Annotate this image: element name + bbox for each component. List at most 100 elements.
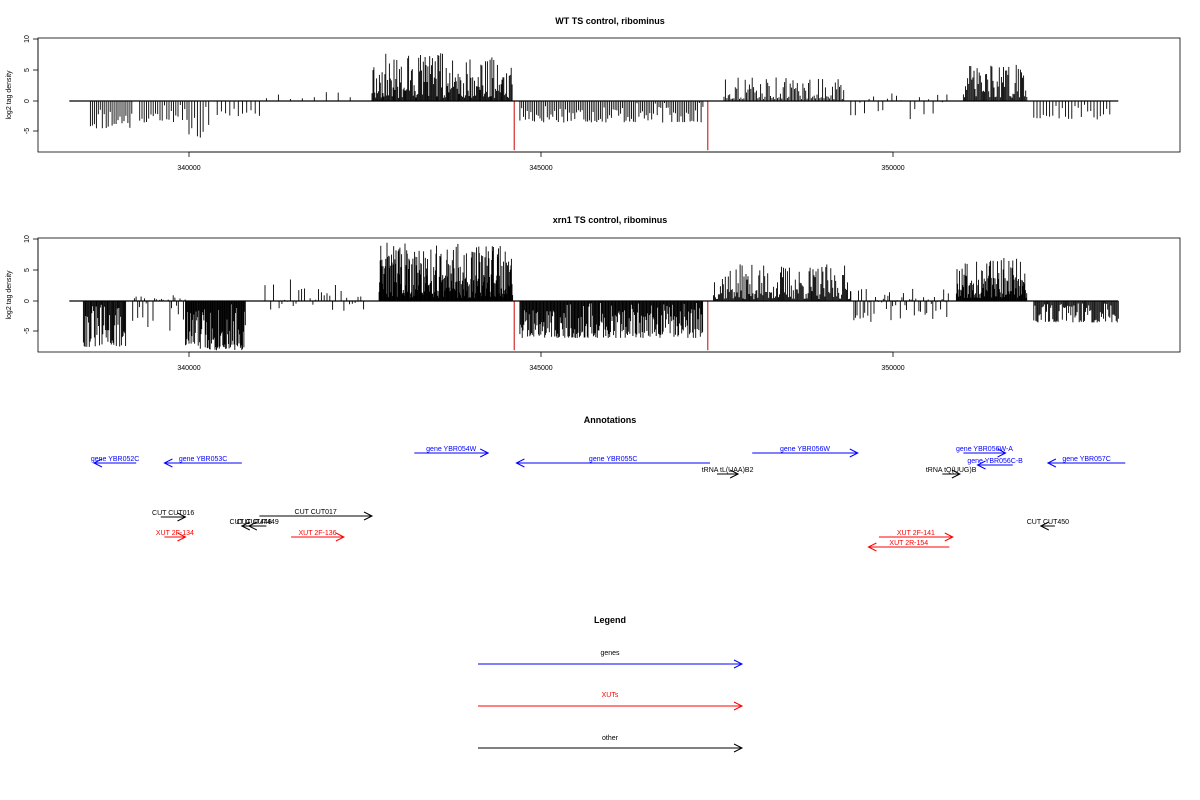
legend-arrowhead-genes (733, 659, 744, 669)
feature-label: gene YBR053C (179, 456, 228, 463)
wt-y-axis-label: log2 tag density (6, 70, 13, 120)
feature-label: tRNA tQ(UUG)B (926, 467, 977, 474)
feature-label: gene YBR056W (780, 446, 830, 453)
xrn1-panel-title: xrn1 TS control, ribominus (553, 215, 668, 225)
annotations-panel: Annotations gene YBR052C gene YBR053Cgene… (91, 415, 1126, 552)
feature-arrowhead (363, 511, 374, 521)
wt-y-tick-5: 5 (24, 68, 38, 72)
feature-label: XUT 2F-141 (897, 530, 935, 537)
wt-x-tick-label-340000: 340000 (177, 165, 200, 172)
feature-arrowhead (479, 448, 490, 458)
xrn1-y-tick-label-minus5: -5 (24, 328, 31, 334)
feature-label: XUT 2F-134 (156, 530, 194, 537)
feature-arrowhead (177, 532, 187, 542)
feature-arrowhead (1046, 458, 1057, 468)
wt-y-tick-10: 10 (24, 35, 38, 43)
annotations-title: Annotations (584, 415, 637, 425)
wt-x-axis: 340000 345000 350000 (177, 151, 905, 172)
feature-cut-cut450: CUT CUT450 (1027, 519, 1069, 531)
feature-cut-cut017: CUT CUT017 (259, 509, 374, 521)
legend: Legend genes XUTs other (478, 615, 744, 753)
xrn1-x-tick-label-350000: 350000 (881, 365, 904, 372)
wt-density-bars (69, 53, 1119, 151)
xrn1-y-tick-label-0: 0 (24, 299, 31, 303)
wt-panel: WT TS control, ribominus log2 tag densit… (6, 16, 1181, 172)
feature-arrowhead (247, 521, 258, 531)
feature-label: gene YBR057C (1062, 456, 1111, 463)
legend-item-genes: genes (478, 650, 744, 669)
xrn1-density-bars (69, 242, 1119, 351)
legend-label-other: other (602, 735, 619, 742)
xrn1-x-tick-345000: 345000 (529, 352, 553, 372)
wt-x-tick-label-345000: 345000 (529, 165, 552, 172)
wt-y-tick-label-minus5: -5 (24, 128, 31, 134)
feature-xut-2r-154: XUT 2R-154 (867, 540, 950, 552)
legend-title: Legend (594, 615, 626, 625)
feature-label: CUT CUT016 (152, 510, 194, 517)
legend-item-xuts: XUTs (478, 692, 744, 711)
feature-cut-cut449: CUT CUT449 (236, 519, 279, 531)
feature-arrowhead (976, 460, 986, 470)
feature-label: gene YBR054W (426, 446, 476, 453)
feature-trna-tl-uaa-b2: tRNA tL(UAA)B2 (702, 467, 754, 479)
xrn1-y-tick-0: 0 (24, 299, 38, 303)
feature-arrowhead (997, 448, 1007, 458)
feature-arrowhead (515, 458, 525, 468)
feature-label: gene YBR052C (91, 456, 140, 463)
feature-arrowhead (867, 542, 877, 552)
feature-gene-ybr055c: gene YBR055C (515, 456, 710, 468)
feature-label: CUT CUT017 (295, 509, 337, 516)
xrn1-x-tick-label-345000: 345000 (529, 365, 552, 372)
feature-label: CUT CUT449 (236, 519, 278, 526)
feature-xut-2f-134: XUT 2F-134 (156, 530, 194, 542)
legend-arrowhead-other (733, 743, 744, 753)
feature-gene-ybr056w-a: gene YBR056W-A (956, 446, 1013, 458)
feature-gene-ybr054w: gene YBR054W (414, 446, 490, 458)
xrn1-y-tick-5: 5 (24, 268, 38, 272)
feature-arrowhead (335, 532, 346, 542)
wt-y-tick-label-0: 0 (24, 99, 31, 103)
feature-label: tRNA tL(UAA)B2 (702, 467, 754, 474)
xrn1-y-axis-label: log2 tag density (6, 270, 13, 320)
legend-label-genes: genes (600, 650, 620, 657)
xrn1-y-tick-minus5: -5 (24, 328, 38, 334)
wt-x-tick-340000: 340000 (177, 152, 201, 172)
xrn1-y-axis: 10 5 0 -5 (24, 235, 39, 334)
xrn1-x-tick-350000: 350000 (881, 352, 905, 372)
wt-y-tick-minus5: -5 (24, 128, 38, 134)
wt-x-tick-label-350000: 350000 (881, 165, 904, 172)
feature-xut-2f-141: XUT 2F-141 (878, 530, 954, 542)
xrn1-x-tick-label-340000: 340000 (177, 365, 200, 372)
feature-arrowhead (92, 458, 103, 468)
legend-item-other: other (478, 735, 744, 753)
feature-label: gene YBR055C (589, 456, 638, 463)
wt-y-axis: 10 5 0 -5 (24, 35, 39, 134)
wt-x-tick-350000: 350000 (881, 152, 905, 172)
feature-arrowhead (729, 469, 740, 479)
feature-arrows: gene YBR052C gene YBR053C gene YBR054W gene… (91, 446, 1126, 552)
wt-y-tick-label-5: 5 (24, 68, 31, 72)
xrn1-y-tick-10: 10 (24, 235, 38, 243)
xrn1-x-tick-340000: 340000 (177, 352, 201, 372)
feature-label: gene YBR056C-B (967, 458, 1023, 465)
wt-y-tick-0: 0 (24, 99, 38, 103)
feature-gene-ybr057c: gene YBR057C (1046, 456, 1126, 468)
feature-arrowhead (163, 458, 173, 468)
feature-arrowhead (849, 448, 859, 458)
feature-arrowhead (951, 469, 962, 479)
xrn1-x-axis: 340000 345000 350000 (177, 351, 905, 372)
feature-arrowhead (240, 521, 251, 531)
wt-panel-title: WT TS control, ribominus (555, 16, 665, 26)
feature-label: XUT 2R-154 (889, 540, 928, 547)
xrn1-y-tick-label-10: 10 (24, 235, 31, 243)
xrn1-panel: xrn1 TS control, ribominus log2 tag dens… (6, 215, 1181, 372)
wt-y-tick-label-10: 10 (24, 35, 31, 43)
feature-label: gene YBR056W-A (956, 446, 1013, 453)
feature-arrowhead (177, 512, 187, 522)
feature-gene-ybr053c: gene YBR053C (163, 456, 242, 468)
legend-arrowhead-xuts (733, 701, 744, 711)
feature-label: XUT 2F-136 (299, 530, 337, 537)
feature-trna-tq-uug-b: tRNA tQ(UUG)B (926, 467, 977, 479)
wt-x-tick-345000: 345000 (529, 152, 553, 172)
feature-xut-2f-136: XUT 2F-136 (291, 530, 346, 542)
